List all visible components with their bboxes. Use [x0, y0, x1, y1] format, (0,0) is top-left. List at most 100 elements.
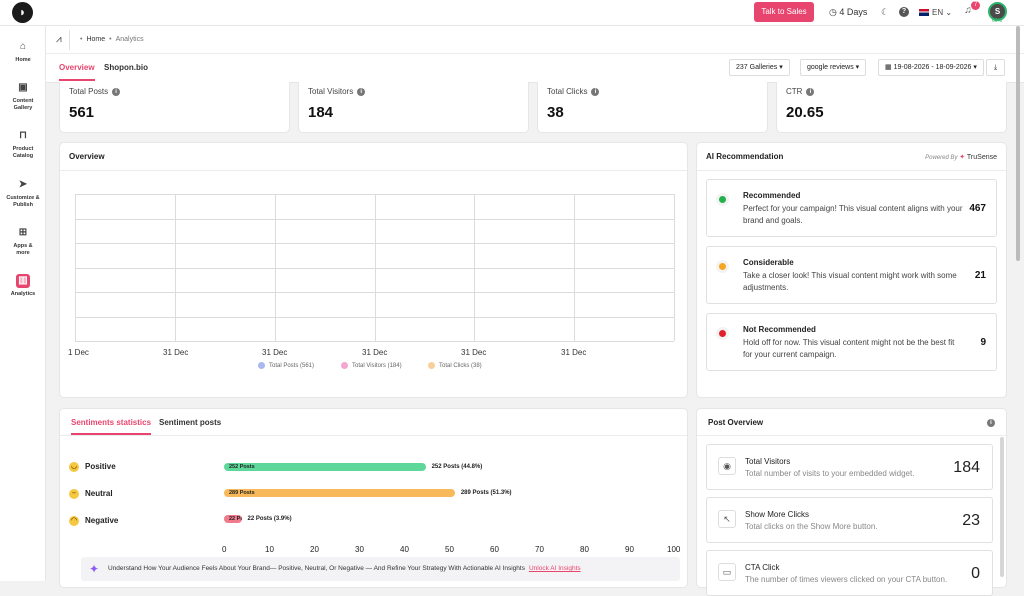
x-axis-tick-label: 40	[400, 545, 409, 554]
sidebar-item-apps[interactable]: ⊞ Apps & more	[0, 226, 46, 257]
sentiment-label-negative: ◠ Negative	[69, 516, 119, 526]
trial-days-indicator[interactable]: ◷ 4 Days	[829, 7, 867, 18]
galleries-dropdown-value: 237 Galleries	[736, 64, 778, 71]
help-icon[interactable]: ?	[899, 7, 909, 17]
post-overview-card: Post Overview i ◉ Total Visitors Total n…	[696, 408, 1007, 596]
info-icon[interactable]: i	[112, 87, 121, 96]
sidebar-item-analytics[interactable]: ▥ Analytics	[0, 274, 46, 298]
recommendation-title: Recommended	[743, 191, 801, 200]
sentiment-value-neutral: 289 Posts (51.3%)	[460, 490, 512, 496]
tab-shopon-bio[interactable]: Shopon.bio	[104, 63, 148, 72]
grid-line-vertical	[174, 194, 176, 341]
language-selector[interactable]: EN ⌄	[919, 8, 952, 17]
x-tick-label: 1 Dec	[68, 348, 89, 357]
divider	[60, 170, 687, 171]
metric-title: Total Visitors	[745, 457, 791, 466]
legend-item-total-visitors[interactable]: Total Visitors (184)	[341, 362, 402, 369]
metric-value: 23	[962, 512, 980, 529]
recommendation-item-recommended[interactable]: Recommended Perfect for your campaign! T…	[706, 179, 997, 237]
info-icon[interactable]: i	[806, 87, 815, 96]
ai-recommendation-card: AI Recommendation Powered By ✦ TruSense …	[696, 142, 1007, 398]
overview-title: Overview	[69, 152, 105, 161]
x-axis-tick-label: 20	[310, 545, 319, 554]
galleries-dropdown[interactable]: 237 Galleries ▾	[729, 59, 790, 76]
info-icon[interactable]: i	[357, 87, 366, 96]
recommendation-item-not-recommended[interactable]: Not Recommended Hold off for now. This v…	[706, 313, 997, 371]
bag-icon: ⊓	[19, 130, 27, 141]
breadcrumb-home[interactable]: Home	[86, 36, 106, 43]
x-axis-tick-label: 60	[490, 545, 499, 554]
tab-overview[interactable]: Overview	[59, 63, 95, 81]
divider	[69, 30, 70, 50]
sidebar-item-content-gallery[interactable]: ▣ Content Gallery	[0, 81, 46, 112]
x-axis-tick-label: 80	[580, 545, 589, 554]
sentiment-bar-positive[interactable]: 252 Posts	[224, 463, 426, 471]
home-icon: ⌂	[19, 41, 27, 52]
x-axis-tick-label: 50	[445, 545, 454, 554]
sentiment-value-positive: 252 Posts (44.8%)	[431, 464, 483, 470]
top-bar: ◗ Talk to Sales ◷ 4 Days ☾ ? EN ⌄ ♫ 7 S …	[0, 0, 1024, 26]
sidebar-item-product-catalog[interactable]: ⊓ Product Catalog	[0, 129, 46, 160]
x-tick-label: 31 Dec	[461, 348, 487, 357]
divider	[60, 435, 687, 436]
page-scrollbar[interactable]	[1016, 26, 1020, 261]
recommendation-description: Hold off for now. This visual content mi…	[743, 338, 955, 359]
date-range-value: 19-08-2026 - 18-09-2026	[893, 64, 972, 71]
profile-progress-label: 60%	[992, 18, 1003, 24]
x-axis-tick-label: 90	[625, 545, 634, 554]
user-avatar[interactable]: S	[988, 2, 1007, 21]
stat-value: 184	[308, 104, 334, 121]
app-logo[interactable]: ◗	[12, 2, 33, 23]
x-axis-tick-label: 70	[535, 545, 544, 554]
trusense-brand: TruSense	[966, 154, 997, 161]
post-overview-scrollbar[interactable]	[1000, 437, 1004, 577]
stat-value: 561	[69, 104, 95, 121]
date-range-picker[interactable]: ▦ 19-08-2026 - 18-09-2026 ▾	[878, 59, 984, 76]
grid-line-vertical	[574, 194, 576, 341]
sidebar-item-customize-publish[interactable]: ➤ Customize & Publish	[0, 178, 46, 209]
divider	[697, 435, 1006, 436]
analytics-icon: ▥	[16, 274, 30, 288]
uk-flag-icon	[919, 9, 929, 17]
sentiment-bar-neutral[interactable]: 289 Posts	[224, 489, 455, 497]
source-dropdown-value: google reviews	[807, 64, 854, 71]
stat-label: Total Visitors i	[308, 87, 366, 96]
smile-emoji-icon: ◡	[69, 462, 79, 472]
metric-value: 184	[953, 459, 980, 476]
post-metric-cta-click: ▭ CTA Click The number of times viewers …	[706, 550, 993, 596]
stat-card-ctr: CTR i 20.65	[776, 82, 1007, 133]
sidebar-item-label: Content Gallery	[12, 98, 34, 111]
stat-label: Total Posts i	[69, 87, 121, 96]
talk-to-sales-button[interactable]: Talk to Sales	[754, 2, 814, 22]
sentiment-bar-negative[interactable]: 22 Posts	[224, 515, 242, 523]
download-button[interactable]: ⤓	[986, 59, 1005, 76]
recommendation-item-considerable[interactable]: Considerable Take a closer look! This vi…	[706, 246, 997, 304]
source-dropdown[interactable]: google reviews ▾	[800, 59, 867, 76]
grid-line-vertical	[374, 194, 376, 341]
metric-title: CTA Click	[745, 563, 780, 572]
sidebar-item-home[interactable]: ⌂ Home	[0, 40, 46, 64]
ai-insights-banner: ✦ Understand How Your Audience Feels Abo…	[81, 557, 680, 581]
notifications-bell-icon[interactable]: ♫	[964, 5, 972, 16]
sidebar: ⌂ Home ▣ Content Gallery ⊓ Product Catalog …	[0, 26, 46, 581]
apps-icon: ⊞	[18, 227, 28, 238]
tab-sentiments-statistics[interactable]: Sentiments statistics	[71, 418, 152, 435]
sentiments-card: Sentiments statistics Sentiment posts ◡ P…	[59, 408, 688, 588]
legend-item-total-clicks[interactable]: Total Clicks (38)	[428, 362, 482, 369]
trusense-sparkle-icon: ✦	[959, 154, 966, 161]
metric-description: Total clicks on the Show More button.	[745, 522, 878, 531]
tab-bar: Overview Shopon.bio 237 Galleries ▾ goog…	[46, 54, 1024, 83]
sidebar-item-label: Apps & more	[13, 243, 33, 256]
dark-mode-moon-icon[interactable]: ☾	[880, 7, 890, 17]
x-axis-tick-label: 100	[667, 545, 681, 554]
legend-item-total-posts[interactable]: Total Posts (561)	[258, 362, 314, 369]
stat-label: Total Clicks i	[547, 87, 600, 96]
info-icon[interactable]: i	[987, 419, 995, 427]
tab-sentiment-posts[interactable]: Sentiment posts	[159, 418, 222, 427]
recommendation-description: Perfect for your campaign! This visual c…	[743, 204, 963, 225]
unlock-ai-insights-link[interactable]: Unlock AI Insights	[528, 565, 581, 572]
breadcrumb-current: Analytics	[115, 36, 144, 43]
info-icon[interactable]: i	[591, 87, 600, 96]
gallery-icon: ▣	[18, 82, 28, 93]
x-tick-label: 31 Dec	[362, 348, 388, 357]
